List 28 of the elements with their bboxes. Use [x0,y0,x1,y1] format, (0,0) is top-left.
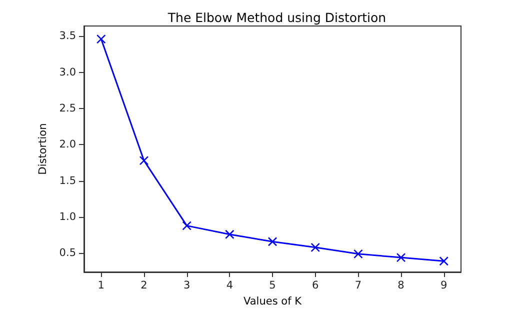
x-tick-label: 7 [354,280,362,292]
y-tick-label: 2.0 [59,138,76,151]
y-axis-title: Distortion [36,123,49,175]
x-axis-title: Values of K [244,296,303,308]
point [354,249,363,259]
point [225,230,234,240]
x-tick-label: 8 [398,280,404,292]
y-tick-label: 3.0 [59,66,76,78]
x-tick-label: 4 [226,280,234,292]
y-tick-label: 1.5 [59,174,76,187]
point [139,156,149,166]
y-tick-label: 2.5 [59,102,76,114]
point [268,236,278,246]
y-tick-label: 0.5 [59,247,76,260]
point [310,242,320,252]
x-tick-label: 6 [312,280,319,292]
y-tick-label: 3.5 [59,30,76,42]
x-tick-label: 3 [183,280,190,292]
chart-title: The Elbow Method using Distortion [166,10,386,25]
x-tick-label: 5 [269,280,276,292]
y-tick-label: 1.0 [59,211,76,224]
x-tick-label: 2 [140,280,148,292]
point [396,252,406,262]
x-tick-label: 1 [98,280,104,292]
point [439,256,449,266]
x-tick-label: 9 [440,280,448,292]
point [96,34,106,44]
point [182,221,192,230]
